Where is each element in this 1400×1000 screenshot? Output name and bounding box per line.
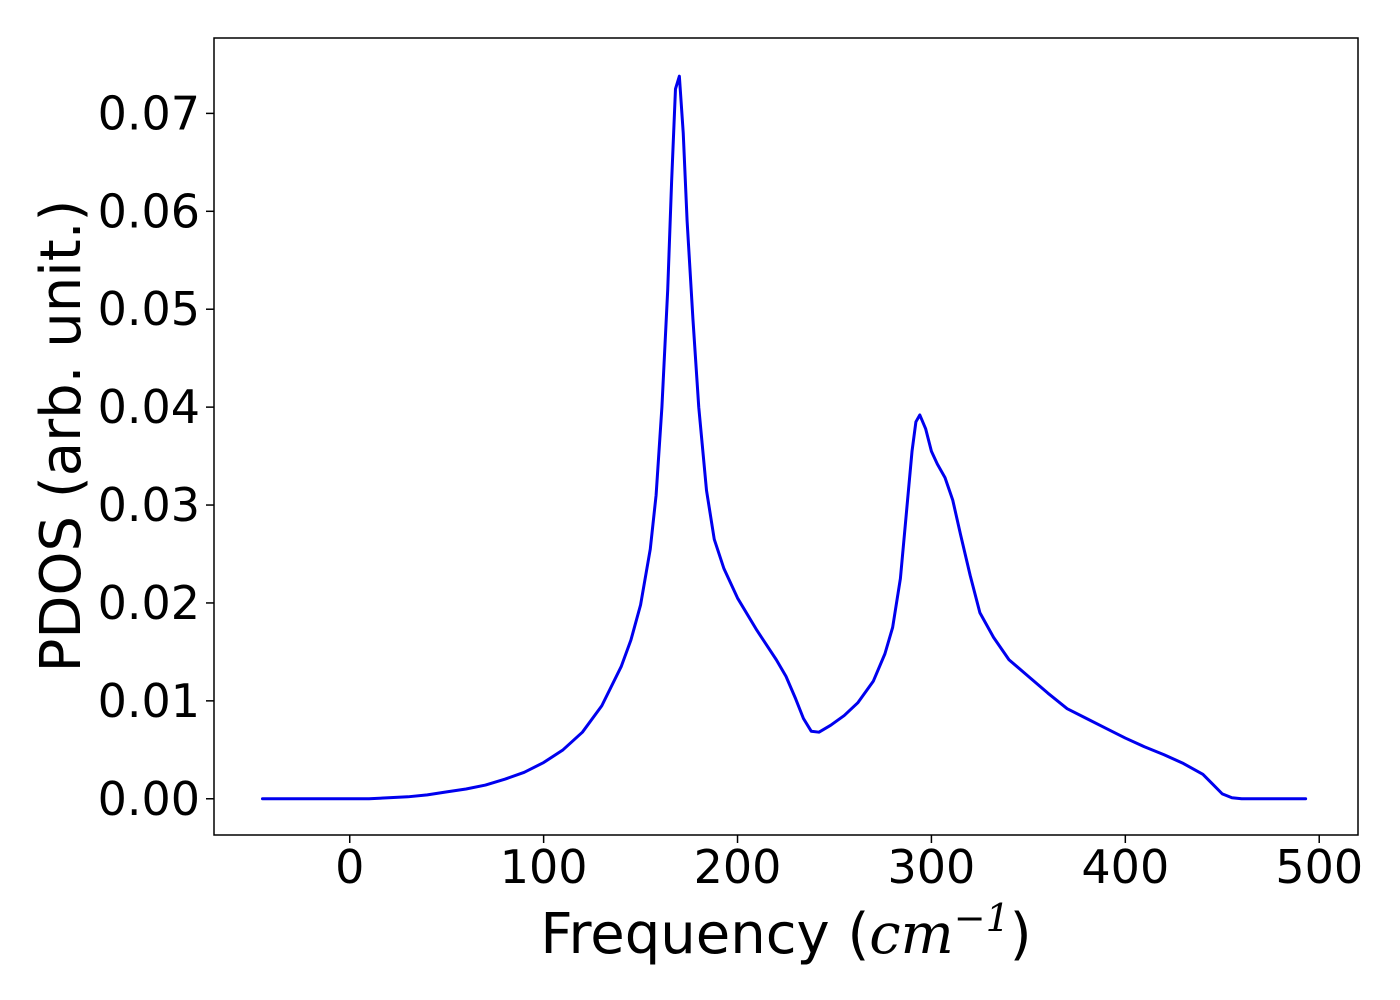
y-tick-label: 0.05	[98, 282, 200, 336]
x-axis-label-suffix: )	[1010, 902, 1032, 967]
y-tick-label: 0.07	[98, 86, 200, 140]
y-tick-label: 0.02	[98, 576, 200, 630]
y-tick-label: 0.00	[98, 772, 200, 826]
x-tick-label: 200	[694, 840, 782, 894]
x-axis-label: Frequency (cm−1)	[540, 896, 1031, 967]
x-tick-label: 400	[1081, 840, 1169, 894]
plot-area	[214, 38, 1358, 835]
y-tick-label: 0.01	[98, 674, 200, 728]
x-axis-label-math-base: cm	[869, 902, 953, 967]
x-axis-label-prefix: Frequency (	[540, 902, 869, 967]
series-line-0	[260, 74, 1308, 801]
plot-frame	[213, 37, 1359, 836]
x-axis-label-math-sup: −1	[954, 896, 1010, 940]
series-layer	[260, 74, 1308, 801]
y-ticks: 0.00 0.01 0.02 0.03 0.04 0.05 0.06 0.07	[98, 86, 214, 826]
y-tick-label: 0.03	[98, 478, 200, 532]
x-tick-label: 500	[1275, 840, 1363, 894]
x-tick-label: 300	[888, 840, 976, 894]
x-tick-label: 100	[500, 840, 588, 894]
y-tick-label: 0.04	[98, 380, 200, 434]
y-axis-label: PDOS (arb. unit.)	[29, 200, 94, 673]
x-ticks: 0 100 200 300 400 500	[335, 835, 1363, 894]
y-tick-label: 0.06	[98, 184, 200, 238]
x-tick-label: 0	[335, 840, 364, 894]
